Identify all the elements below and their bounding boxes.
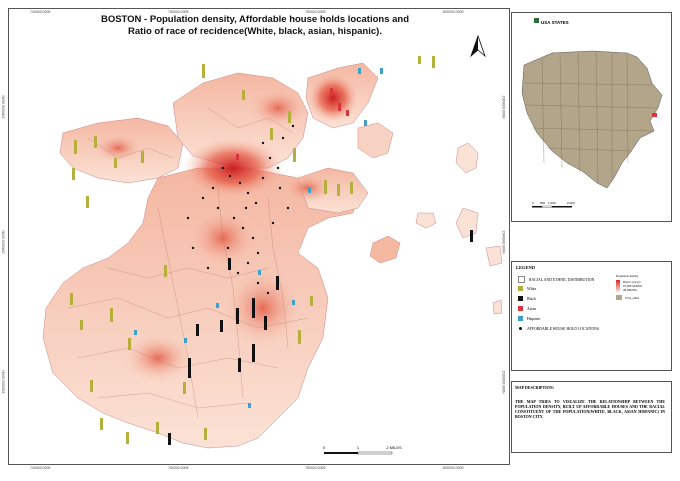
north-arrow [470, 34, 486, 58]
usa-states-shape: 0 500 1,000 2,000 [521, 18, 663, 208]
coord-left-2: 2940000.000N [1, 230, 6, 254]
inset-scale-bar: 0 500 1,000 2,000 [532, 201, 575, 208]
boston-map: 0 1 2 MILES [42, 34, 503, 455]
legend-heading: RACIAL AND ETHNIC DISTRIBUTION [529, 277, 595, 282]
scale-label-0: 0 [323, 445, 326, 450]
point-swatch [519, 327, 522, 330]
legend-item-asian: Asian [518, 306, 536, 311]
scale-label-1: 1 [357, 445, 360, 450]
white-swatch [518, 286, 523, 291]
race-bars [70, 56, 473, 445]
legend-item-hispanic: Hispanic [518, 316, 541, 321]
coord-left-3: 2920000.000N [1, 370, 6, 394]
hispanic-swatch [518, 316, 523, 321]
svg-text:2,000: 2,000 [567, 201, 575, 205]
svg-text:1,000: 1,000 [548, 201, 556, 205]
usa-swatch [616, 295, 622, 300]
coord-top-2: 760000.000E [168, 10, 189, 14]
map-description: MAP DESCRIPTION: THE MAP TRIES TO VISUAL… [511, 381, 672, 453]
legend-item-points: AFFORDABLE HOUSE HOLD LOCATIONS [518, 326, 599, 331]
svg-text:500: 500 [540, 201, 545, 205]
legend-heading-row: RACIAL AND ETHNIC DISTRIBUTION [518, 276, 594, 283]
coord-left-1: 2960000.000N [1, 95, 6, 119]
inset-title: USA STATES [541, 20, 569, 25]
density-hotspots [93, 73, 358, 383]
map-title: BOSTON - Population density, Affordable … [100, 14, 410, 37]
density-legend: Population density Band 1 (Gray) 97,468.… [616, 274, 643, 300]
svg-text:0: 0 [532, 201, 534, 205]
coord-top-3: 780000.000E [305, 10, 326, 14]
scale-label-2: 2 MILES [386, 445, 402, 450]
coord-bottom-4: 800000.000E [443, 466, 464, 470]
legend-title: LEGEND [516, 265, 536, 270]
legend-heading-swatch [518, 276, 525, 283]
coord-bottom-3: 780000.000E [305, 466, 326, 470]
scale-bar: 0 1 2 MILES [323, 445, 402, 455]
asian-swatch [518, 306, 523, 311]
coord-top-4: 800000.000E [443, 10, 464, 14]
legend: LEGEND RACIAL AND ETHNIC DISTRIBUTION Wh… [511, 261, 672, 371]
coord-bottom-1: 740000.000E [30, 466, 51, 470]
coord-top-1: 740000.000E [30, 10, 51, 14]
legend-item-white: White [518, 286, 536, 291]
description-title: MAP DESCRIPTION: [515, 385, 555, 390]
legend-item-black: Black [518, 296, 536, 301]
affordable-housing-points [186, 124, 295, 295]
coord-bottom-2: 760000.000E [168, 466, 189, 470]
black-swatch [518, 296, 523, 301]
density-ramp [616, 280, 620, 292]
usa-inset-map: USA STATES 0 500 1,000 2,000 [511, 12, 672, 222]
description-text: THE MAP TRIES TO VISUALIZE THE RELATIONS… [515, 399, 665, 419]
